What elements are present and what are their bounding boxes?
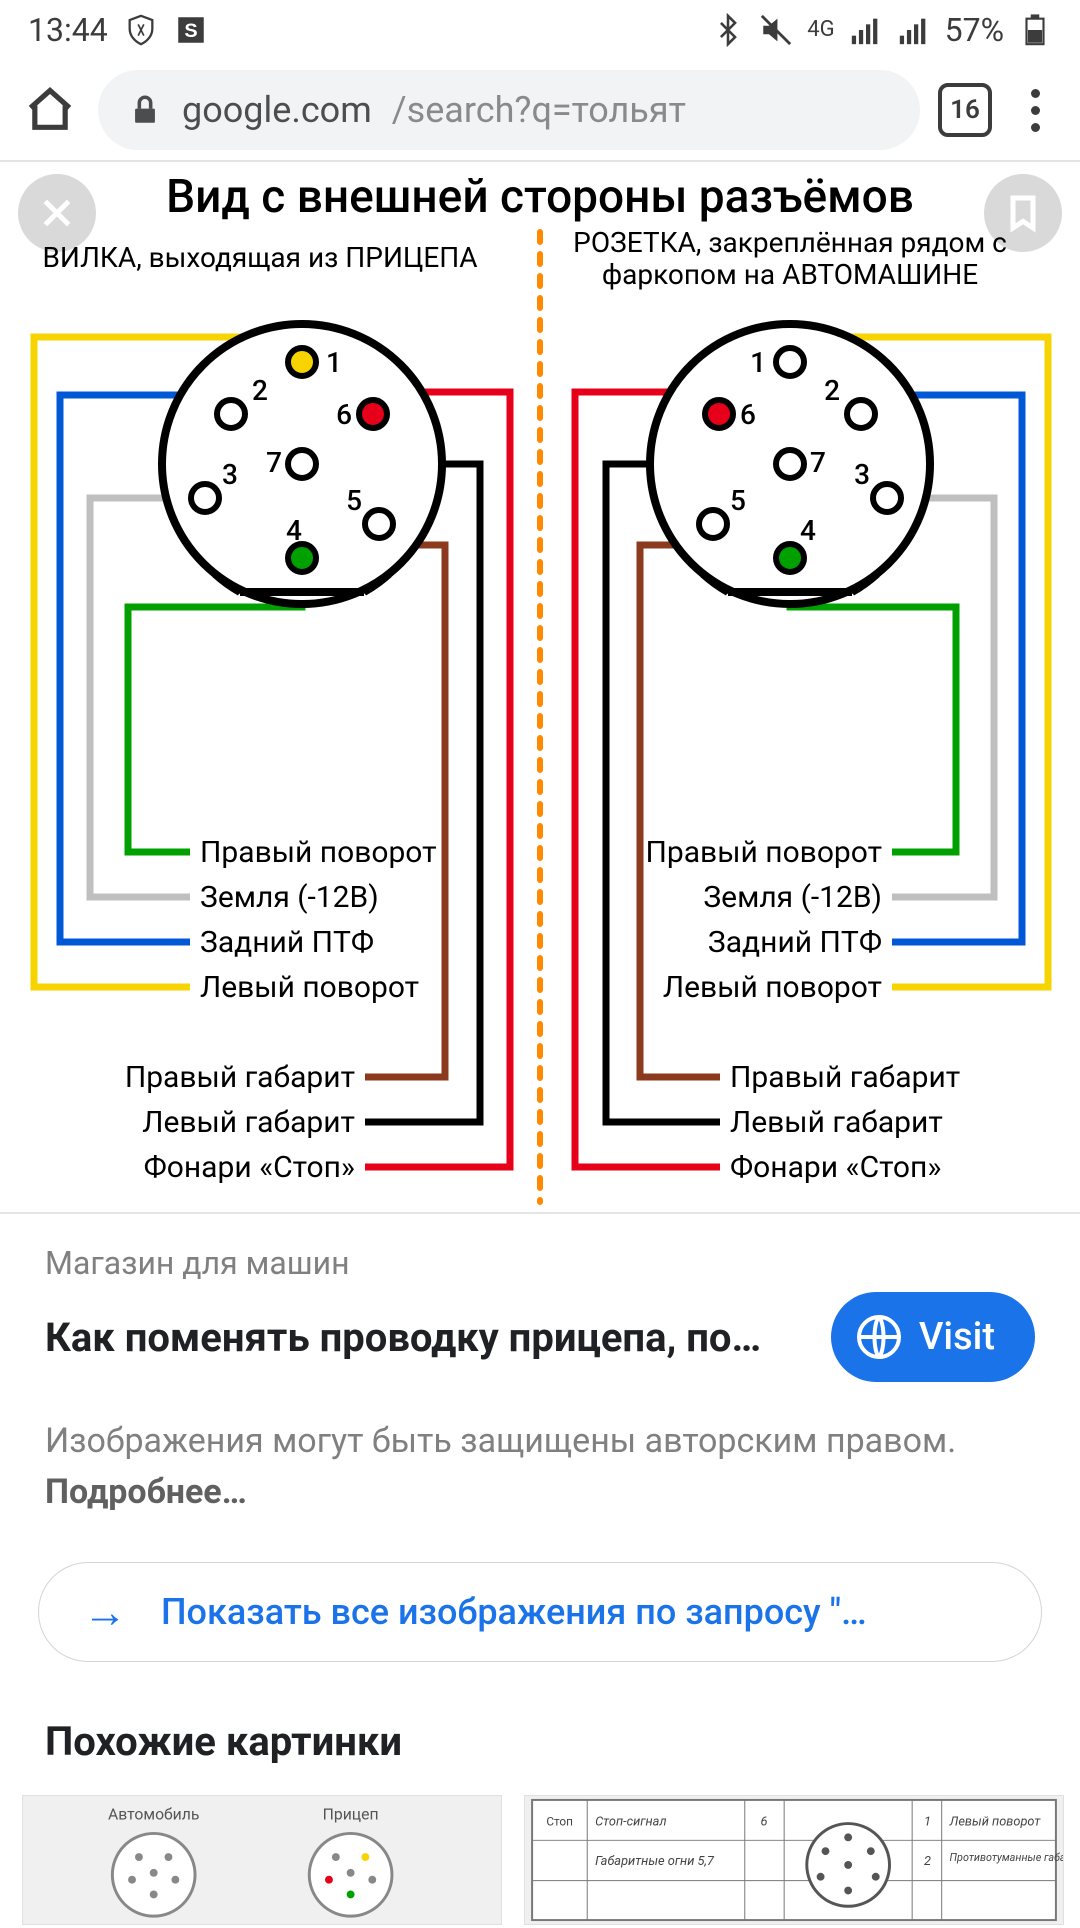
address-bar: google.com/search?q=тольят 16 bbox=[0, 60, 1080, 160]
shield-icon bbox=[124, 13, 158, 47]
svg-text:Стоп-сигнал: Стоп-сигнал bbox=[595, 1815, 666, 1830]
svg-text:2: 2 bbox=[824, 374, 840, 407]
home-icon bbox=[24, 84, 76, 136]
svg-text:1: 1 bbox=[924, 1815, 931, 1830]
svg-text:Левый поворот: Левый поворот bbox=[663, 970, 882, 1005]
battery-pct: 57% bbox=[945, 11, 1004, 49]
svg-text:Задний ПТФ: Задний ПТФ bbox=[200, 925, 374, 960]
image-viewer: Вид с внешней стороны разъёмов ВИЛКА, вы… bbox=[0, 162, 1080, 1212]
result-source[interactable]: Магазин для машин bbox=[45, 1244, 1035, 1282]
svg-text:5: 5 bbox=[730, 484, 746, 517]
svg-text:Габаритные огни 5,7: Габаритные огни 5,7 bbox=[595, 1854, 715, 1869]
url-field[interactable]: google.com/search?q=тольят bbox=[98, 70, 920, 150]
svg-text:Правый габарит: Правый габарит bbox=[730, 1060, 960, 1095]
svg-text:Земля (-12В): Земля (-12В) bbox=[703, 880, 882, 915]
svg-text:5: 5 bbox=[346, 484, 362, 517]
related-heading: Похожие картинки bbox=[0, 1718, 1080, 1765]
svg-text:4: 4 bbox=[800, 514, 816, 547]
svg-text:6: 6 bbox=[740, 398, 756, 431]
battery-icon bbox=[1018, 13, 1052, 47]
svg-text:2: 2 bbox=[252, 374, 268, 407]
globe-icon bbox=[855, 1313, 903, 1361]
url-path: /search?q=тольят bbox=[392, 89, 686, 131]
svg-text:Правый поворот: Правый поворот bbox=[645, 835, 882, 870]
svg-text:3: 3 bbox=[854, 458, 870, 491]
copyright-note: Изображения могут быть защищены авторски… bbox=[45, 1416, 1035, 1518]
svg-text:1: 1 bbox=[750, 346, 766, 379]
arrow-right-icon: → bbox=[83, 1586, 127, 1638]
svg-text:4: 4 bbox=[286, 514, 302, 547]
svg-text:ВИЛКА, выходящая из ПРИЦЕПА: ВИЛКА, выходящая из ПРИЦЕПА bbox=[42, 241, 477, 274]
site-icon: S bbox=[174, 13, 208, 47]
net-label: 4G bbox=[807, 19, 834, 41]
svg-text:РОЗЕТКА, закреплённая рядом с: РОЗЕТКА, закреплённая рядом с bbox=[573, 226, 1007, 259]
signal-icon-2 bbox=[897, 13, 931, 47]
svg-text:Прицеп: Прицеп bbox=[323, 1805, 379, 1824]
svg-text:Автомобиль: Автомобиль bbox=[108, 1805, 199, 1824]
svg-text:Задний ПТФ: Задний ПТФ bbox=[708, 925, 882, 960]
related-images: Автомобиль Прицеп Стоп-сигнал 6 Габаритн… bbox=[0, 1795, 1080, 1925]
svg-text:Левый габарит: Левый габарит bbox=[730, 1105, 943, 1140]
svg-text:Фонари «Стоп»: Фонари «Стоп» bbox=[144, 1150, 355, 1185]
svg-text:Стоп: Стоп bbox=[546, 1815, 573, 1829]
signal-icon-1 bbox=[849, 13, 883, 47]
result-info: Магазин для машин Как поменять проводку … bbox=[0, 1214, 1080, 1518]
svg-text:S: S bbox=[184, 20, 197, 42]
svg-text:Левый габарит: Левый габарит bbox=[142, 1105, 355, 1140]
svg-text:3: 3 bbox=[222, 458, 238, 491]
visit-label: Visit bbox=[919, 1315, 995, 1359]
url-host: google.com bbox=[182, 89, 372, 131]
svg-text:Правый габарит: Правый габарит bbox=[125, 1060, 355, 1095]
related-thumb[interactable]: Автомобиль Прицеп bbox=[22, 1795, 502, 1925]
status-right: 4G 57% bbox=[711, 11, 1052, 49]
svg-text:Фонари «Стоп»: Фонари «Стоп» bbox=[730, 1150, 941, 1185]
show-all-label: Показать все изображения по запросу "… bbox=[161, 1591, 867, 1633]
tab-count: 16 bbox=[950, 95, 980, 125]
show-all-button[interactable]: → Показать все изображения по запросу "… bbox=[38, 1562, 1042, 1662]
visit-button[interactable]: Visit bbox=[831, 1292, 1035, 1382]
overflow-menu-button[interactable] bbox=[1010, 89, 1060, 132]
bluetooth-icon bbox=[711, 13, 745, 47]
svg-text:6: 6 bbox=[336, 398, 352, 431]
svg-text:Левый поворот: Левый поворот bbox=[200, 970, 419, 1005]
svg-text:Противотуманные габаритные фон: Противотуманные габаритные фонари bbox=[950, 1851, 1063, 1864]
svg-text:Земля (-12В): Земля (-12В) bbox=[200, 880, 379, 915]
tab-count-button[interactable]: 16 bbox=[938, 83, 992, 137]
svg-text:фаркопом на АВТОМАШИНЕ: фаркопом на АВТОМАШИНЕ bbox=[602, 258, 978, 291]
svg-text:Левый поворот: Левый поворот bbox=[949, 1815, 1042, 1830]
wiring-diagram: Вид с внешней стороны разъёмов ВИЛКА, вы… bbox=[0, 162, 1080, 1212]
related-thumb[interactable]: Стоп-сигнал 6 Габаритные огни 5,7 1 Левы… bbox=[524, 1795, 1064, 1925]
status-bar: 13:44 S 4G 57% bbox=[0, 0, 1080, 60]
svg-text:2: 2 bbox=[924, 1854, 931, 1869]
result-title[interactable]: Как поменять проводку прицепа, по… bbox=[45, 1314, 801, 1361]
status-time: 13:44 bbox=[28, 11, 108, 49]
svg-text:Правый поворот: Правый поворот bbox=[200, 835, 437, 870]
svg-text:7: 7 bbox=[810, 446, 826, 479]
lock-icon bbox=[128, 93, 162, 127]
status-left: 13:44 S bbox=[28, 11, 208, 49]
copyright-more-link[interactable]: Подробнее… bbox=[45, 1472, 247, 1512]
svg-text:7: 7 bbox=[266, 446, 282, 479]
home-button[interactable] bbox=[20, 80, 80, 140]
svg-text:1: 1 bbox=[326, 346, 342, 379]
svg-text:6: 6 bbox=[761, 1815, 768, 1830]
svg-text:Вид с внешней стороны разъёмов: Вид с внешней стороны разъёмов bbox=[166, 170, 914, 224]
mute-icon bbox=[759, 13, 793, 47]
